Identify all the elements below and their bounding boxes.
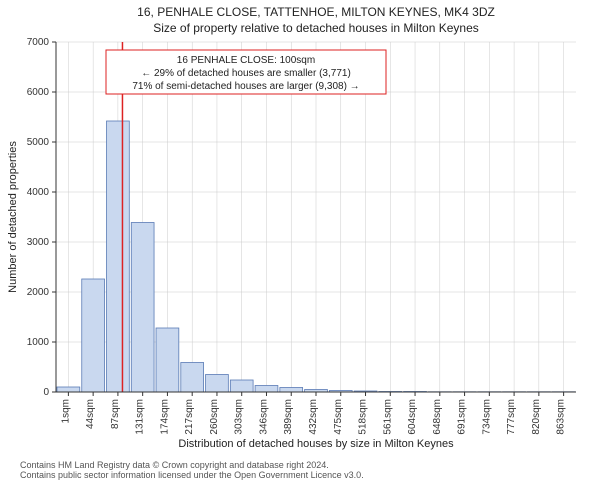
svg-text:Size of property relative to d: Size of property relative to detached ho… [153, 21, 479, 35]
svg-text:71% of semi-detached houses ar: 71% of semi-detached houses are larger (… [132, 81, 359, 92]
svg-text:648sqm: 648sqm [432, 399, 443, 435]
svg-text:87sqm: 87sqm [110, 399, 121, 429]
svg-text:0: 0 [43, 387, 49, 398]
svg-text:2000: 2000 [27, 287, 50, 298]
svg-text:863sqm: 863sqm [556, 399, 567, 435]
svg-text:691sqm: 691sqm [457, 399, 468, 435]
svg-text:561sqm: 561sqm [382, 399, 393, 435]
svg-text:16, PENHALE CLOSE, TATTENHOE,: 16, PENHALE CLOSE, TATTENHOE, MILTON KEY… [137, 5, 495, 19]
svg-text:3000: 3000 [27, 237, 50, 248]
svg-text:174sqm: 174sqm [159, 399, 170, 435]
footer-line-2: Contains public sector information licen… [20, 470, 580, 480]
footer: Contains HM Land Registry data © Crown c… [0, 458, 600, 482]
svg-text:Number of detached properties: Number of detached properties [7, 141, 19, 293]
svg-text:1sqm: 1sqm [60, 399, 71, 423]
svg-text:820sqm: 820sqm [531, 399, 542, 435]
footer-line-1: Contains HM Land Registry data © Crown c… [20, 460, 580, 470]
svg-text:Distribution of detached house: Distribution of detached houses by size … [178, 438, 454, 450]
svg-text:475sqm: 475sqm [333, 399, 344, 435]
svg-text:346sqm: 346sqm [258, 399, 269, 435]
svg-text:260sqm: 260sqm [209, 399, 220, 435]
svg-text:131sqm: 131sqm [135, 399, 146, 435]
svg-text:303sqm: 303sqm [234, 399, 245, 435]
svg-text:5000: 5000 [27, 137, 50, 148]
svg-text:604sqm: 604sqm [407, 399, 418, 435]
svg-text:518sqm: 518sqm [358, 399, 369, 435]
svg-text:217sqm: 217sqm [184, 399, 195, 435]
svg-text:4000: 4000 [27, 187, 50, 198]
svg-text:← 29% of detached houses are s: ← 29% of detached houses are smaller (3,… [141, 68, 351, 79]
svg-text:16 PENHALE CLOSE: 100sqm: 16 PENHALE CLOSE: 100sqm [177, 55, 315, 66]
property-size-chart: 0 1000 2000 3000 4000 5000 6000 7000 1sqm 44sqm 87… [0, 0, 600, 500]
svg-text:1000: 1000 [27, 337, 50, 348]
svg-text:432sqm: 432sqm [308, 399, 319, 435]
svg-text:6000: 6000 [27, 87, 50, 98]
svg-text:44sqm: 44sqm [85, 399, 96, 429]
chart-svg: 0 1000 2000 3000 4000 5000 6000 7000 1sqm 44sqm 87… [0, 0, 600, 460]
svg-text:777sqm: 777sqm [506, 399, 517, 435]
svg-text:389sqm: 389sqm [283, 399, 294, 435]
svg-text:7000: 7000 [27, 37, 50, 48]
svg-text:734sqm: 734sqm [481, 399, 492, 435]
